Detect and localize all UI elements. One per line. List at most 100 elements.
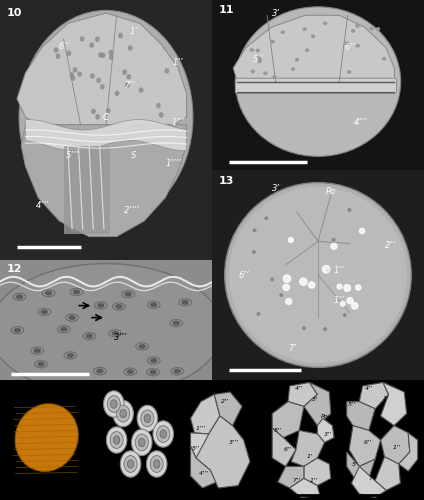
Circle shape — [292, 68, 295, 70]
Circle shape — [257, 312, 260, 315]
Circle shape — [253, 250, 255, 253]
Circle shape — [107, 396, 120, 412]
Circle shape — [46, 292, 52, 295]
Text: 12: 12 — [6, 264, 22, 274]
Circle shape — [332, 238, 335, 241]
Text: 4’’’: 4’’’ — [199, 471, 209, 476]
Circle shape — [146, 451, 167, 477]
Circle shape — [14, 328, 20, 332]
Circle shape — [343, 314, 346, 316]
Text: 3’: 3’ — [272, 9, 279, 18]
Polygon shape — [381, 382, 407, 426]
Circle shape — [34, 349, 40, 352]
Polygon shape — [288, 382, 318, 406]
Text: 2’’: 2’’ — [412, 428, 420, 433]
Circle shape — [74, 290, 80, 294]
Text: 4’’: 4’’ — [365, 386, 373, 391]
Ellipse shape — [225, 182, 411, 368]
Text: 1’’’’: 1’’’’ — [166, 160, 182, 168]
Circle shape — [71, 76, 75, 80]
Ellipse shape — [235, 7, 401, 156]
Circle shape — [120, 410, 126, 418]
Text: 5’’’: 5’’’ — [65, 152, 79, 160]
Circle shape — [348, 70, 351, 73]
Circle shape — [73, 68, 77, 72]
Circle shape — [99, 53, 102, 57]
Circle shape — [346, 42, 349, 44]
Circle shape — [253, 229, 256, 232]
Text: 11: 11 — [218, 5, 234, 15]
Text: 3’: 3’ — [383, 396, 389, 400]
Circle shape — [86, 334, 92, 338]
Ellipse shape — [19, 10, 193, 224]
Polygon shape — [399, 433, 418, 471]
Polygon shape — [233, 16, 394, 82]
Circle shape — [150, 456, 163, 472]
Circle shape — [69, 316, 75, 320]
Ellipse shape — [0, 264, 223, 396]
Circle shape — [306, 49, 309, 51]
Polygon shape — [21, 125, 187, 236]
Polygon shape — [190, 394, 220, 434]
Circle shape — [90, 43, 93, 47]
Circle shape — [258, 58, 261, 61]
Text: 1’’: 1’’ — [392, 444, 400, 450]
Text: 2’’: 2’’ — [385, 241, 396, 250]
Text: 7’’: 7’’ — [124, 82, 135, 90]
Text: 5’: 5’ — [351, 462, 357, 466]
Circle shape — [61, 328, 67, 331]
Polygon shape — [351, 466, 386, 498]
Circle shape — [144, 414, 151, 422]
Circle shape — [153, 460, 160, 468]
Circle shape — [17, 295, 22, 298]
Text: 1’’: 1’’ — [173, 58, 184, 67]
Circle shape — [137, 405, 158, 431]
Circle shape — [281, 31, 284, 34]
Circle shape — [150, 370, 156, 374]
Circle shape — [113, 436, 120, 444]
Text: 1’: 1’ — [130, 26, 137, 36]
Circle shape — [322, 266, 330, 273]
Circle shape — [153, 421, 173, 447]
Circle shape — [113, 400, 134, 427]
Text: 7’: 7’ — [289, 344, 296, 353]
Text: 7’’: 7’’ — [292, 478, 300, 484]
Circle shape — [359, 228, 365, 234]
Text: 3’’’: 3’’’ — [114, 334, 128, 342]
Circle shape — [151, 303, 156, 306]
Circle shape — [182, 300, 188, 304]
Circle shape — [109, 55, 113, 60]
Circle shape — [141, 410, 154, 427]
Circle shape — [356, 44, 359, 47]
Circle shape — [346, 42, 349, 44]
Circle shape — [127, 370, 133, 374]
Polygon shape — [375, 457, 400, 490]
Text: 1’’’: 1’’’ — [171, 118, 185, 126]
Text: 1’’: 1’’ — [310, 478, 318, 484]
Circle shape — [251, 70, 254, 72]
Polygon shape — [272, 402, 304, 438]
Circle shape — [116, 305, 122, 308]
Circle shape — [54, 48, 58, 52]
Circle shape — [101, 53, 105, 58]
Polygon shape — [349, 426, 381, 467]
Circle shape — [324, 328, 326, 330]
Text: 6’’: 6’’ — [344, 43, 355, 52]
Circle shape — [312, 35, 315, 37]
Text: 2’’: 2’’ — [220, 399, 229, 404]
Circle shape — [127, 75, 131, 79]
Circle shape — [356, 24, 359, 27]
Circle shape — [98, 304, 104, 307]
Circle shape — [303, 327, 305, 330]
Circle shape — [100, 84, 104, 89]
Circle shape — [174, 370, 180, 373]
Text: 1’’: 1’’ — [334, 296, 345, 304]
Text: 1’‘: 1’‘ — [334, 266, 345, 276]
Circle shape — [106, 108, 110, 113]
Circle shape — [257, 56, 260, 58]
Circle shape — [324, 22, 326, 25]
Circle shape — [96, 115, 99, 119]
Circle shape — [111, 400, 117, 408]
Text: 6’’: 6’’ — [238, 270, 249, 280]
Circle shape — [280, 294, 283, 296]
